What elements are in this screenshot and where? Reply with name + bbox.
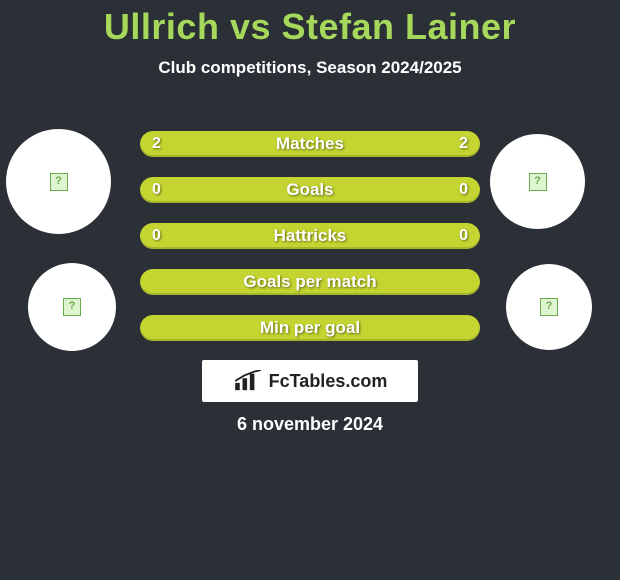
stat-label: Goals per match (140, 269, 480, 295)
stat-label: Hattricks (140, 223, 480, 249)
stat-right-value: 0 (459, 177, 468, 203)
stat-bar-matches: 2 Matches 2 (140, 131, 480, 157)
player-image-slot-3: ? (28, 263, 116, 351)
stat-bar-hattricks: 0 Hattricks 0 (140, 223, 480, 249)
stat-right-value: 2 (459, 131, 468, 157)
stat-label: Goals (140, 177, 480, 203)
image-placeholder-icon: ? (529, 173, 547, 191)
player-image-slot-2: ? (490, 134, 585, 229)
bar-chart-icon (233, 370, 263, 392)
branding-badge: FcTables.com (202, 360, 418, 402)
player-image-slot-1: ? (6, 129, 111, 234)
image-placeholder-icon: ? (63, 298, 81, 316)
stat-label: Matches (140, 131, 480, 157)
page-title: Ullrich vs Stefan Lainer (0, 6, 620, 48)
stat-right-value: 0 (459, 223, 468, 249)
image-placeholder-icon: ? (540, 298, 558, 316)
player-image-slot-4: ? (506, 264, 592, 350)
page-subtitle: Club competitions, Season 2024/2025 (0, 58, 620, 78)
stat-bar-goals: 0 Goals 0 (140, 177, 480, 203)
generated-date: 6 november 2024 (0, 414, 620, 435)
branding-text: FcTables.com (269, 371, 388, 392)
stat-bar-goals-per-match: Goals per match (140, 269, 480, 295)
stat-label: Min per goal (140, 315, 480, 341)
stats-bars: 2 Matches 2 0 Goals 0 0 Hattricks 0 Goal… (140, 131, 480, 361)
image-placeholder-icon: ? (50, 173, 68, 191)
stat-bar-min-per-goal: Min per goal (140, 315, 480, 341)
